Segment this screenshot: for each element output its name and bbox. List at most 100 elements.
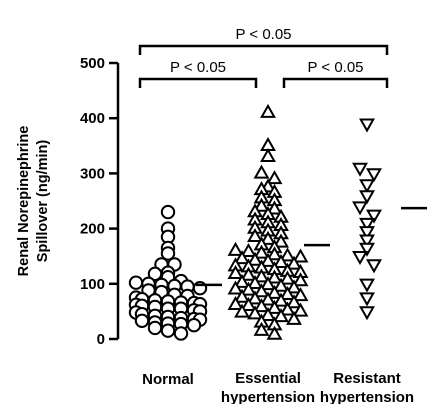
data-point	[266, 170, 283, 185]
data-point	[160, 246, 176, 261]
data-point	[260, 291, 276, 306]
y-axis-title-line: Spillover (ng/min)	[35, 140, 51, 263]
data-point	[260, 230, 276, 245]
data-point	[266, 299, 283, 314]
significance-brackets: P < 0.05 P < 0.05 P < 0.05	[138, 26, 389, 88]
data-point	[359, 226, 375, 241]
y-tick-label: 200	[80, 221, 105, 238]
y-tick-label: 500	[80, 55, 105, 72]
bracket-line	[138, 44, 389, 55]
data-point	[247, 228, 263, 243]
data-point	[279, 270, 296, 285]
y-tick-label: 400	[80, 110, 105, 127]
data-point	[260, 276, 276, 291]
bracket-line	[282, 77, 389, 88]
data-point	[286, 310, 302, 325]
data-point	[292, 302, 309, 317]
data-point	[286, 294, 302, 309]
x-category-label: hypertension	[221, 389, 315, 404]
data-point	[173, 326, 189, 341]
significance-bracket: P < 0.05	[138, 26, 389, 55]
data-point	[247, 305, 263, 320]
data-point	[240, 281, 257, 296]
data-point	[359, 118, 375, 133]
data-point	[359, 234, 375, 249]
data-point	[253, 164, 270, 179]
data-point	[253, 298, 270, 313]
data-point	[128, 275, 144, 290]
x-category-label: Normal	[142, 371, 194, 388]
data-point	[147, 266, 163, 282]
data-point	[359, 179, 375, 194]
data-point	[240, 297, 257, 312]
data-point	[292, 272, 309, 287]
data-point	[227, 280, 244, 295]
p-value-label: P < 0.05	[170, 59, 226, 76]
data-point	[253, 283, 270, 298]
data-point	[359, 242, 375, 257]
data-point	[260, 103, 276, 118]
data-point	[253, 268, 270, 283]
data-point	[273, 253, 289, 269]
data-point	[234, 250, 250, 265]
data-point	[147, 320, 163, 336]
data-point	[292, 248, 309, 263]
data-point	[273, 308, 289, 323]
data-point	[227, 241, 244, 256]
data-point	[253, 244, 270, 259]
data-point	[286, 279, 302, 294]
data-point	[260, 306, 276, 321]
data-point	[247, 274, 263, 289]
significance-bracket: P < 0.05	[282, 59, 389, 88]
data-point	[160, 323, 176, 338]
data-point	[234, 303, 250, 318]
data-point	[253, 197, 270, 212]
data-point	[279, 285, 296, 301]
p-value-label: P < 0.05	[235, 26, 291, 43]
data-point	[292, 287, 309, 302]
data-point	[260, 147, 276, 163]
data-point	[134, 313, 150, 328]
significance-bracket: P < 0.05	[138, 59, 258, 88]
y-axis-title-line: Renal Norepinephrine	[16, 126, 32, 277]
data-point	[186, 318, 202, 333]
data-point	[266, 325, 283, 340]
data-point	[366, 168, 382, 183]
data-point	[227, 295, 244, 310]
data-point	[279, 301, 296, 316]
data-point	[247, 251, 263, 266]
y-tick-label: 100	[80, 276, 105, 293]
data-point	[266, 246, 283, 261]
data-point	[273, 292, 289, 307]
labels: Renal Norepinephrine Spillover (ng/min) No…	[16, 126, 414, 404]
data-point	[227, 265, 244, 280]
data-point	[359, 278, 375, 293]
data-point	[366, 259, 382, 274]
data-point	[240, 242, 257, 257]
data-point	[266, 284, 283, 299]
y-tick-label: 0	[97, 331, 105, 348]
x-category-label: hypertension	[320, 389, 414, 404]
data-point	[286, 255, 302, 270]
data-point	[352, 251, 368, 266]
data-points	[128, 103, 382, 341]
data-point	[352, 201, 368, 216]
x-category-label: Resistant	[333, 370, 401, 387]
median-lines	[196, 206, 427, 287]
data-point	[266, 269, 283, 284]
data-point	[234, 273, 250, 288]
y-tick-label: 300	[80, 165, 105, 182]
data-point	[260, 252, 276, 267]
p-value-label: P < 0.05	[307, 59, 363, 76]
axes: 0 100 200 300 400 500	[80, 55, 120, 348]
data-point	[266, 200, 283, 215]
data-point	[366, 209, 382, 224]
data-point	[352, 162, 368, 177]
bracket-line	[138, 77, 258, 88]
data-point	[279, 247, 296, 262]
data-point	[359, 217, 375, 232]
data-point	[359, 306, 375, 321]
data-point	[234, 288, 250, 303]
data-point	[359, 190, 375, 205]
data-point	[359, 292, 375, 307]
